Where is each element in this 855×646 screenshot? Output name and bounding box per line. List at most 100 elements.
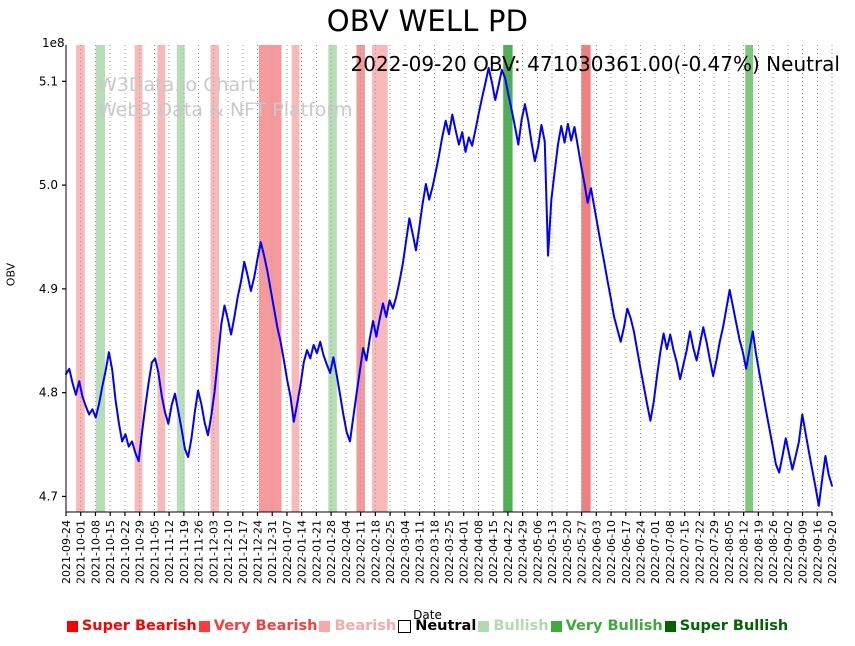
- y-axis-label: OBV: [4, 262, 18, 287]
- sentiment-band: [291, 45, 300, 512]
- x-tick-label: 2021-12-24: [252, 520, 265, 584]
- sentiment-band: [134, 45, 143, 512]
- x-tick-label: 2022-03-04: [399, 520, 412, 584]
- x-tick-label: 2022-08-05: [723, 520, 736, 584]
- x-tick-label: 2022-04-08: [472, 520, 485, 584]
- x-tick-label: 2022-08-26: [767, 520, 780, 584]
- legend-item[interactable]: Very Bearish: [198, 618, 318, 634]
- y-tick-label: 4.9: [39, 282, 58, 296]
- chart-title: OBV WELL PD: [326, 4, 529, 38]
- legend-label: Bearish: [334, 618, 397, 634]
- legend-item[interactable]: Super Bearish: [66, 618, 197, 634]
- x-axis-label: Date: [413, 608, 442, 622]
- legend-label: Super Bullish: [679, 618, 789, 634]
- obv-line-series: [65, 66, 833, 507]
- x-tick-label: 2021-10-29: [134, 520, 147, 584]
- x-tick-label: 2022-09-09: [797, 520, 810, 584]
- x-tick-label: 2022-02-18: [369, 520, 382, 584]
- x-tick-label: 2022-05-20: [561, 520, 574, 584]
- x-tick-label: 2022-06-24: [635, 520, 648, 584]
- x-tick-label: 2022-03-25: [443, 520, 456, 584]
- x-tick-label: 2022-07-01: [649, 520, 662, 584]
- y-tick-label: 5.1: [39, 74, 58, 88]
- legend-item[interactable]: Bullish: [478, 618, 549, 634]
- x-tick-label: 2022-07-22: [693, 520, 706, 584]
- x-tick-label: 2022-06-10: [605, 520, 618, 584]
- x-tick-label: 2021-11-19: [178, 520, 191, 584]
- x-tick-label: 2021-09-24: [60, 520, 73, 584]
- x-tick-label: 2022-09-20: [826, 520, 839, 584]
- x-tick-label: 2021-11-05: [148, 520, 161, 584]
- x-tick-label: 2021-11-26: [193, 520, 206, 584]
- legend-item[interactable]: Neutral: [398, 618, 476, 634]
- x-tick-label: 2022-02-25: [384, 520, 397, 584]
- legend-item[interactable]: Very Bullish: [550, 618, 663, 634]
- sentiment-band: [581, 45, 591, 512]
- x-tick-label: 2021-12-17: [237, 520, 250, 584]
- x-tick-label: 2022-09-02: [782, 520, 795, 584]
- x-tick-label: 2022-04-22: [502, 520, 515, 584]
- legend-item[interactable]: Super Bullish: [664, 618, 789, 634]
- x-tick-label: 2021-10-01: [75, 520, 88, 584]
- x-tick-label: 2022-03-11: [414, 520, 427, 584]
- legend-swatch: [550, 620, 562, 632]
- sentiment-band: [503, 45, 513, 512]
- y-tick-label: 5.0: [39, 178, 58, 192]
- x-tick-label: 2021-10-22: [119, 520, 132, 584]
- legend-label: Very Bearish: [213, 618, 318, 634]
- y-tick-label: 4.7: [39, 489, 58, 503]
- legend-swatch: [398, 619, 412, 633]
- x-tick-label: 2022-04-15: [487, 520, 500, 584]
- legend-swatch: [664, 620, 676, 632]
- x-tick-label: 2022-01-28: [325, 520, 338, 584]
- x-tick-label: 2021-11-12: [163, 520, 176, 584]
- x-tick-label: 2021-12-31: [266, 520, 279, 584]
- sentiment-band: [372, 45, 388, 512]
- sentiment-band: [356, 45, 366, 512]
- x-tick-label: 2022-07-29: [708, 520, 721, 584]
- x-tick-label: 2022-07-08: [664, 520, 677, 584]
- x-tick-label: 2022-01-14: [296, 520, 309, 584]
- sentiment-band: [95, 45, 106, 512]
- chart-subtitle: 2022-09-20 OBV: 471030361.00(-0.47%) Neu…: [350, 52, 840, 76]
- x-tick-label: 2021-12-10: [222, 520, 235, 584]
- x-tick-label: 2021-10-08: [89, 520, 102, 584]
- x-tick-label: 2021-10-15: [104, 520, 117, 584]
- x-tick-label: 2022-04-29: [517, 520, 530, 584]
- legend-label: Bullish: [493, 618, 549, 634]
- x-tick-label: 2021-12-03: [207, 520, 220, 584]
- sentiment-band: [258, 45, 282, 512]
- x-tick-label: 2022-05-13: [546, 520, 559, 584]
- y-axis-exponent: 1e8: [42, 36, 65, 50]
- legend-swatch: [66, 620, 78, 632]
- x-tick-label: 2022-02-11: [355, 520, 368, 584]
- x-tick-label: 2022-05-27: [576, 520, 589, 584]
- x-tick-label: 2022-04-01: [458, 520, 471, 584]
- legend-swatch: [478, 620, 490, 632]
- legend-label: Neutral: [415, 618, 477, 634]
- x-tick-label: 2022-08-12: [738, 520, 751, 584]
- x-tick-label: 2022-01-21: [310, 520, 323, 584]
- legend-swatch: [198, 620, 210, 632]
- x-tick-label: 2022-09-16: [811, 520, 824, 584]
- x-tick-label: 2022-05-06: [531, 520, 544, 584]
- x-tick-label: 2022-06-17: [620, 520, 633, 584]
- y-tick-label: 4.8: [39, 386, 58, 400]
- sentiment-band: [157, 45, 166, 512]
- legend-item[interactable]: Bearish: [319, 618, 396, 634]
- sentiment-band: [210, 45, 220, 512]
- sentiment-band: [176, 45, 185, 512]
- x-tick-label: 2022-03-18: [428, 520, 441, 584]
- x-tick-label: 2022-07-15: [679, 520, 692, 584]
- chart-legend: Super Bearish Very Bearish Bearish Neutral B…: [0, 618, 855, 634]
- legend-swatch: [319, 620, 331, 632]
- x-tick-label: 2022-02-04: [340, 520, 353, 584]
- sentiment-band: [76, 45, 85, 512]
- x-tick-label: 2022-06-03: [590, 520, 603, 584]
- sentiment-band: [328, 45, 337, 512]
- legend-label: Super Bearish: [81, 618, 197, 634]
- x-tick-label: 2022-08-19: [752, 520, 765, 584]
- x-tick-label: 2022-01-07: [281, 520, 294, 584]
